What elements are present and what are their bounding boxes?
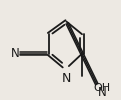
- Text: N: N: [98, 86, 107, 99]
- Text: N: N: [62, 72, 71, 85]
- Text: N: N: [11, 47, 19, 60]
- Text: OH: OH: [94, 83, 111, 93]
